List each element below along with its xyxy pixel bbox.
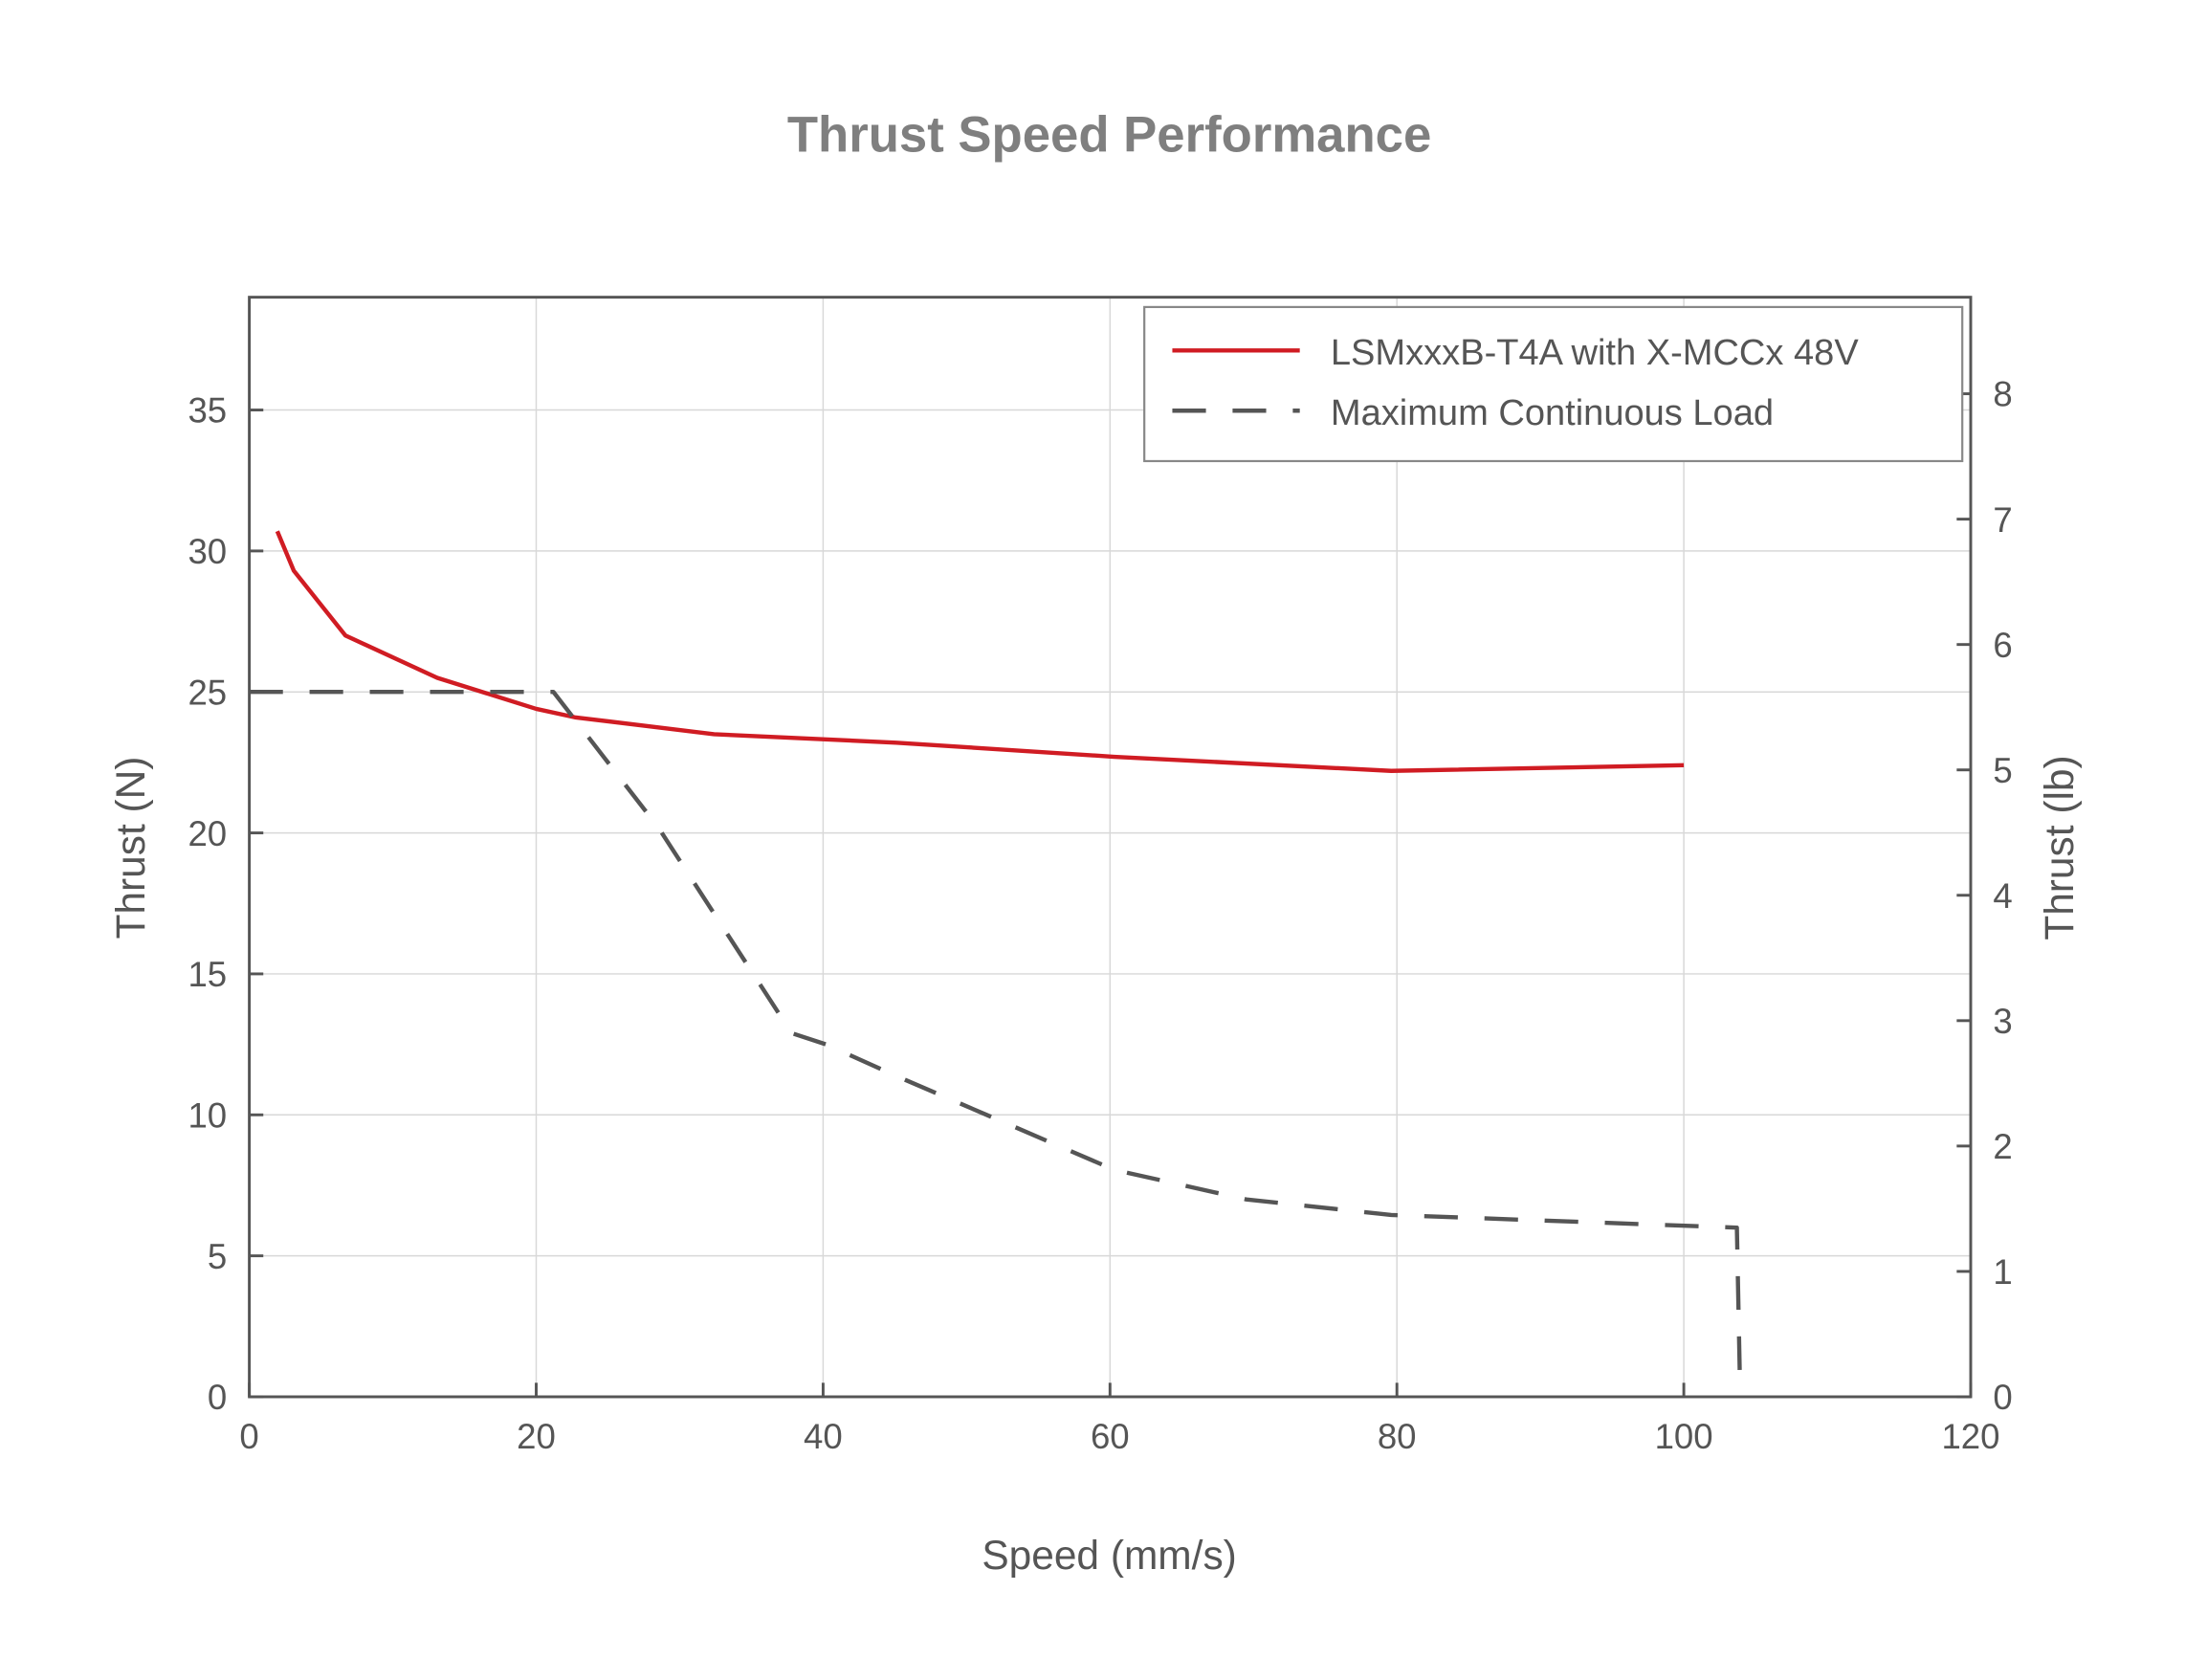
- x-tick-label: 20: [517, 1417, 556, 1456]
- y2-tick-label: 2: [1993, 1127, 2012, 1166]
- y2-tick-label: 3: [1993, 1002, 2012, 1041]
- x-axis-label: Speed (mm/s): [982, 1533, 1236, 1578]
- y2-tick-label: 7: [1993, 500, 2012, 540]
- legend: LSMxxxB-T4A with X-MCCx 48V Maximum Cont…: [1143, 305, 1964, 463]
- legend-label-1: Maximum Continuous Load: [1331, 393, 1774, 433]
- x-tick-label: 0: [239, 1417, 258, 1456]
- x-tick-label: 120: [1941, 1417, 1999, 1456]
- series-line-0: [275, 530, 1685, 773]
- y2-axis-label: Thrust (lb): [2037, 755, 2082, 939]
- series-line-1: [249, 690, 1742, 1373]
- y2-tick-label: 5: [1993, 751, 2012, 790]
- y2-tick-label: 6: [1993, 626, 2012, 665]
- y-tick-label: 15: [188, 955, 227, 994]
- y2-tick-label: 8: [1993, 375, 2012, 414]
- series-lines: [249, 530, 1742, 1373]
- y-tick-label: 5: [208, 1237, 227, 1276]
- y2-tick-label: 4: [1993, 876, 2012, 916]
- grid: [248, 297, 1972, 1398]
- x-tick-label: 100: [1655, 1417, 1713, 1456]
- y-tick-label: 25: [188, 673, 227, 712]
- x-tick-label: 60: [1091, 1417, 1130, 1456]
- legend-label-0: LSMxxxB-T4A with X-MCCx 48V: [1331, 333, 1859, 373]
- x-tick-label: 80: [1378, 1417, 1417, 1456]
- y2-tick-label: 0: [1993, 1378, 2012, 1417]
- y-tick-label: 0: [208, 1378, 227, 1417]
- y-tick-label: 30: [188, 532, 227, 571]
- chart-title: Thrust Speed Performance: [787, 106, 1431, 163]
- y-tick-label: 10: [188, 1095, 227, 1135]
- y-axis-label: Thrust (N): [108, 757, 153, 939]
- y2-tick-label: 1: [1993, 1252, 2012, 1292]
- y-tick-label: 20: [188, 814, 227, 853]
- y-tick-label: 35: [188, 391, 227, 431]
- legend-box: [1143, 305, 1964, 463]
- x-tick-label: 40: [804, 1417, 843, 1456]
